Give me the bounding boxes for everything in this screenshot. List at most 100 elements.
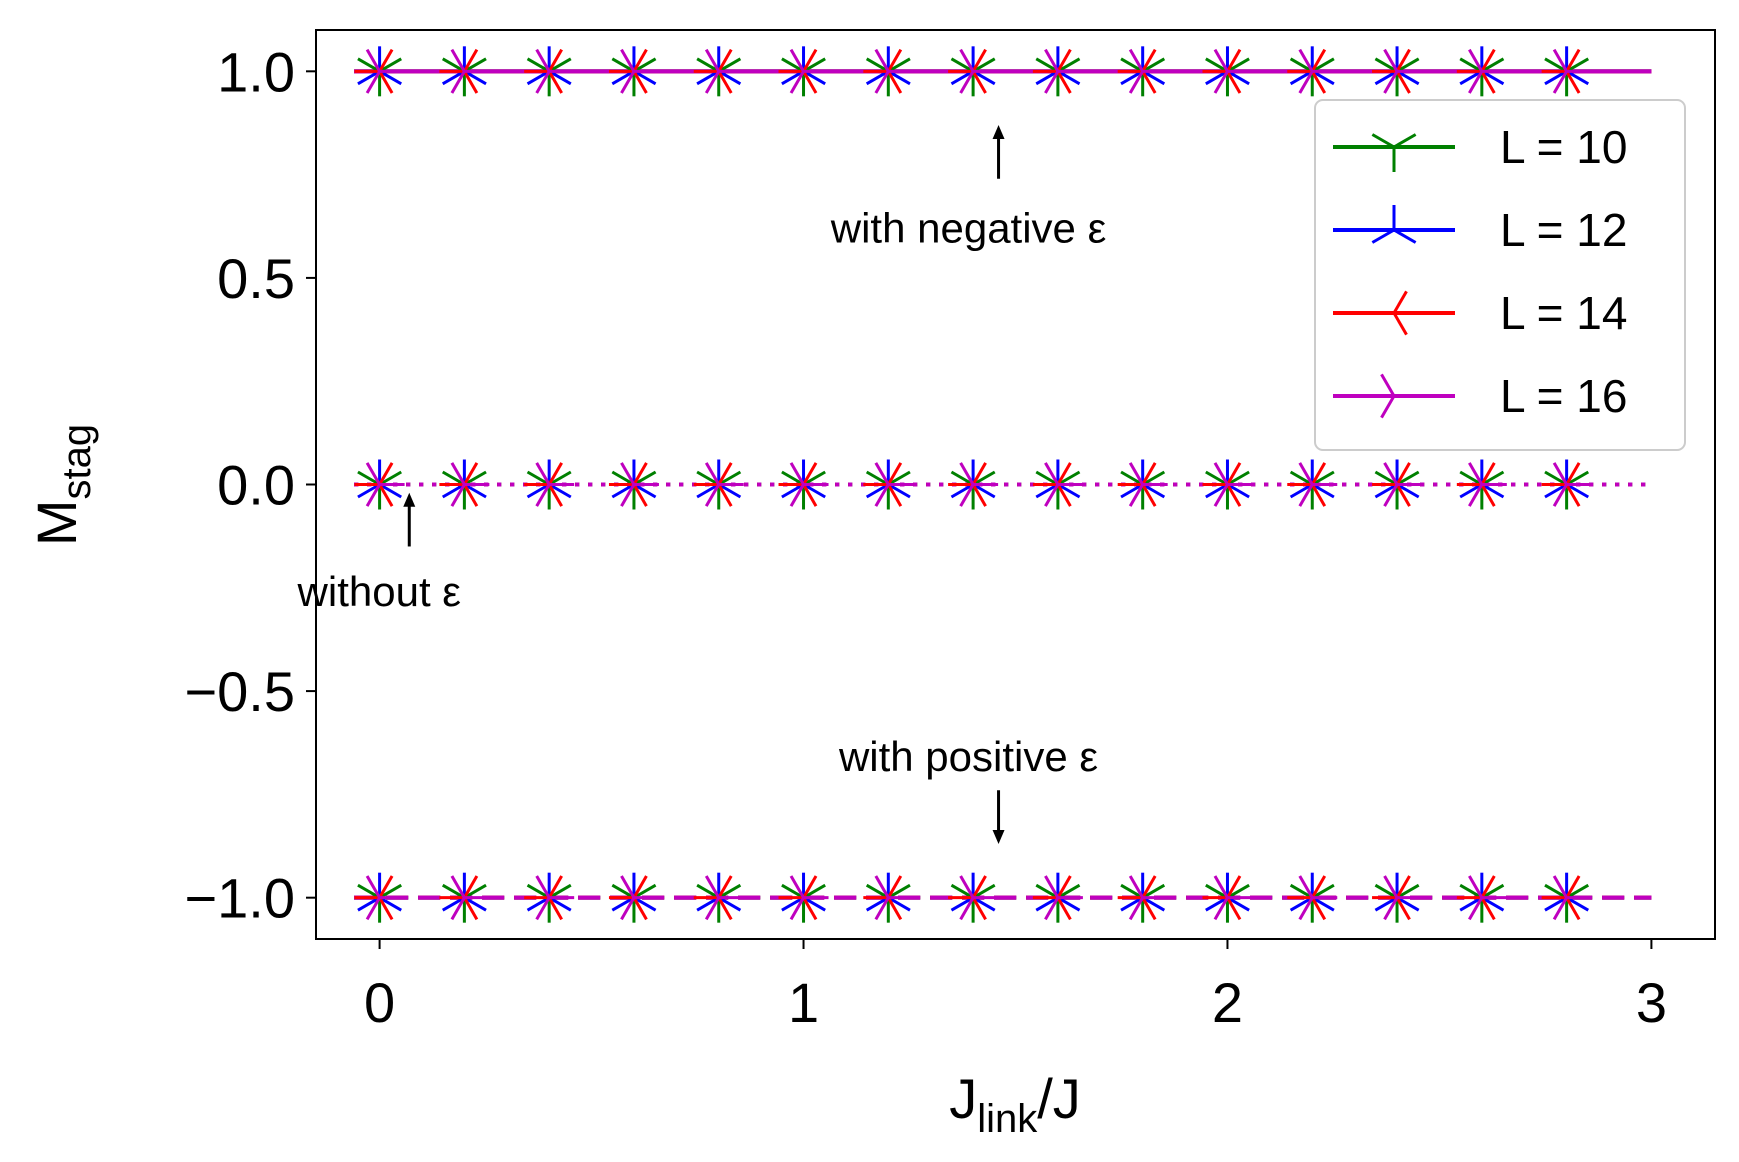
marker-negative-s3-12 bbox=[1383, 48, 1423, 94]
marker-negative-s3-10 bbox=[1213, 48, 1253, 94]
y-axis-label-main: M bbox=[25, 499, 88, 546]
marker-none-s0-3 bbox=[611, 470, 657, 510]
marker-positive-s3-12 bbox=[1383, 875, 1423, 921]
x-axis-label: Jlink/J bbox=[949, 1067, 1081, 1141]
marker-negative-s1-0 bbox=[357, 46, 402, 86]
marker-positive-s2-0 bbox=[354, 875, 394, 921]
marker-negative-s2-2 bbox=[524, 48, 563, 94]
marker-negative-s2-14 bbox=[1541, 48, 1581, 94]
marker-none-s1-12 bbox=[1374, 459, 1420, 499]
marker-none-s2-10 bbox=[1202, 462, 1242, 507]
legend-marker-3 bbox=[1380, 373, 1419, 419]
marker-negative-s1-5 bbox=[781, 46, 826, 86]
marker-none-s1-5 bbox=[781, 459, 826, 499]
marker-none-s0-0 bbox=[357, 470, 402, 510]
marker-positive-s2-2 bbox=[524, 875, 563, 921]
marker-none-s3-12 bbox=[1383, 462, 1423, 507]
marker-none-s0-12 bbox=[1374, 470, 1420, 510]
annotation-arrow-head bbox=[992, 125, 1005, 140]
marker-negative-s2-9 bbox=[1117, 48, 1157, 94]
annotations: with negative ε without ε with positive ε bbox=[297, 125, 1107, 844]
legend-marker-0 bbox=[1371, 133, 1417, 172]
marker-none-s2-11 bbox=[1287, 462, 1327, 507]
marker-negative-s2-8 bbox=[1032, 48, 1072, 94]
marker-negative-s2-13 bbox=[1456, 48, 1496, 94]
marker-none-s3-14 bbox=[1552, 462, 1592, 507]
marker-positive-s3-2 bbox=[535, 875, 575, 921]
marker-positive-s0-3 bbox=[611, 883, 657, 923]
marker-negative-s2-11 bbox=[1287, 48, 1327, 94]
x-axis-label-main: J bbox=[949, 1067, 977, 1130]
marker-positive-s1-11 bbox=[1289, 872, 1335, 912]
x-tick-label: 2 bbox=[1212, 971, 1243, 1034]
marker-negative-s3-1 bbox=[450, 48, 490, 94]
x-axis-label-subscript: link bbox=[977, 1097, 1038, 1141]
marker-negative-s3-6 bbox=[874, 48, 914, 94]
marker-none-s1-13 bbox=[1459, 459, 1505, 499]
marker-positive-s3-3 bbox=[620, 875, 659, 921]
marker-none-s2-8 bbox=[1032, 462, 1072, 507]
marker-positive-s3-13 bbox=[1468, 875, 1507, 921]
marker-none-s1-4 bbox=[696, 459, 742, 499]
marker-positive-s1-7 bbox=[950, 872, 996, 912]
marker-negative-s0-13 bbox=[1459, 57, 1505, 97]
marker-negative-s3-4 bbox=[704, 48, 744, 94]
marker-none-s2-2 bbox=[524, 462, 563, 507]
marker-positive-s1-6 bbox=[865, 872, 911, 912]
marker-negative-s1-3 bbox=[611, 46, 657, 86]
marker-negative-s1-9 bbox=[1120, 46, 1166, 86]
marker-none-s1-7 bbox=[950, 459, 996, 499]
marker-positive-s3-14 bbox=[1552, 875, 1592, 921]
marker-negative-s3-9 bbox=[1128, 48, 1168, 94]
marker-negative-s0-12 bbox=[1374, 57, 1420, 97]
marker-positive-s2-3 bbox=[608, 875, 648, 921]
marker-none-s0-9 bbox=[1120, 470, 1166, 510]
marker-negative-s0-3 bbox=[611, 57, 657, 97]
marker-positive-s2-8 bbox=[1032, 875, 1072, 921]
marker-positive-s0-1 bbox=[441, 883, 487, 923]
marker-none-s3-2 bbox=[535, 462, 575, 507]
marker-none-s3-5 bbox=[789, 462, 829, 507]
legend: L = 10 L = 12 L = 14 L = 16 bbox=[1314, 99, 1686, 451]
marker-negative-s0-5 bbox=[781, 57, 826, 97]
marker-positive-s0-13 bbox=[1459, 883, 1505, 923]
marker-none-s3-8 bbox=[1044, 462, 1083, 507]
marker-none-s2-5 bbox=[778, 462, 818, 507]
legend-label-2: L = 14 bbox=[1500, 287, 1627, 339]
marker-none-s2-4 bbox=[693, 462, 733, 507]
x-axis-ticks: 0 1 2 3 bbox=[364, 939, 1667, 1034]
marker-none-s3-11 bbox=[1298, 462, 1338, 507]
legend-box bbox=[1314, 99, 1686, 451]
marker-negative-s2-7 bbox=[948, 48, 987, 94]
marker-positive-s2-6 bbox=[863, 875, 903, 921]
marker-positive-s2-9 bbox=[1117, 875, 1157, 921]
marker-negative-s1-13 bbox=[1459, 46, 1505, 86]
marker-none-s0-11 bbox=[1289, 470, 1335, 510]
marker-positive-s1-14 bbox=[1544, 872, 1590, 912]
marker-negative-s3-14 bbox=[1552, 48, 1592, 94]
marker-none-s1-9 bbox=[1120, 459, 1166, 499]
marker-negative-s0-7 bbox=[950, 57, 996, 97]
marker-positive-s2-4 bbox=[693, 875, 733, 921]
marker-positive-s0-10 bbox=[1205, 883, 1250, 923]
marker-negative-s1-14 bbox=[1544, 46, 1590, 86]
marker-none-s0-1 bbox=[441, 470, 487, 510]
marker-positive-s1-0 bbox=[357, 872, 402, 912]
marker-negative-s3-0 bbox=[365, 48, 405, 94]
marker-negative-s0-10 bbox=[1205, 57, 1250, 97]
marker-none-s2-14 bbox=[1541, 462, 1581, 507]
marker-none-s0-5 bbox=[781, 470, 826, 510]
legend-marker-1 bbox=[1371, 205, 1417, 244]
marker-positive-s2-12 bbox=[1372, 875, 1411, 921]
marker-none-s0-8 bbox=[1035, 470, 1081, 510]
annotation-text-0: with negative ε bbox=[830, 204, 1107, 251]
marker-none-s3-7 bbox=[959, 462, 999, 507]
x-tick-label: 1 bbox=[788, 971, 819, 1034]
marker-none-s2-12 bbox=[1372, 462, 1411, 507]
marker-positive-s3-4 bbox=[704, 875, 744, 921]
marker-positive-s0-0 bbox=[357, 883, 402, 923]
marker-positive-s1-2 bbox=[526, 872, 572, 912]
marker-negative-s0-4 bbox=[696, 57, 742, 97]
annotation-text-2: with positive ε bbox=[838, 733, 1098, 780]
